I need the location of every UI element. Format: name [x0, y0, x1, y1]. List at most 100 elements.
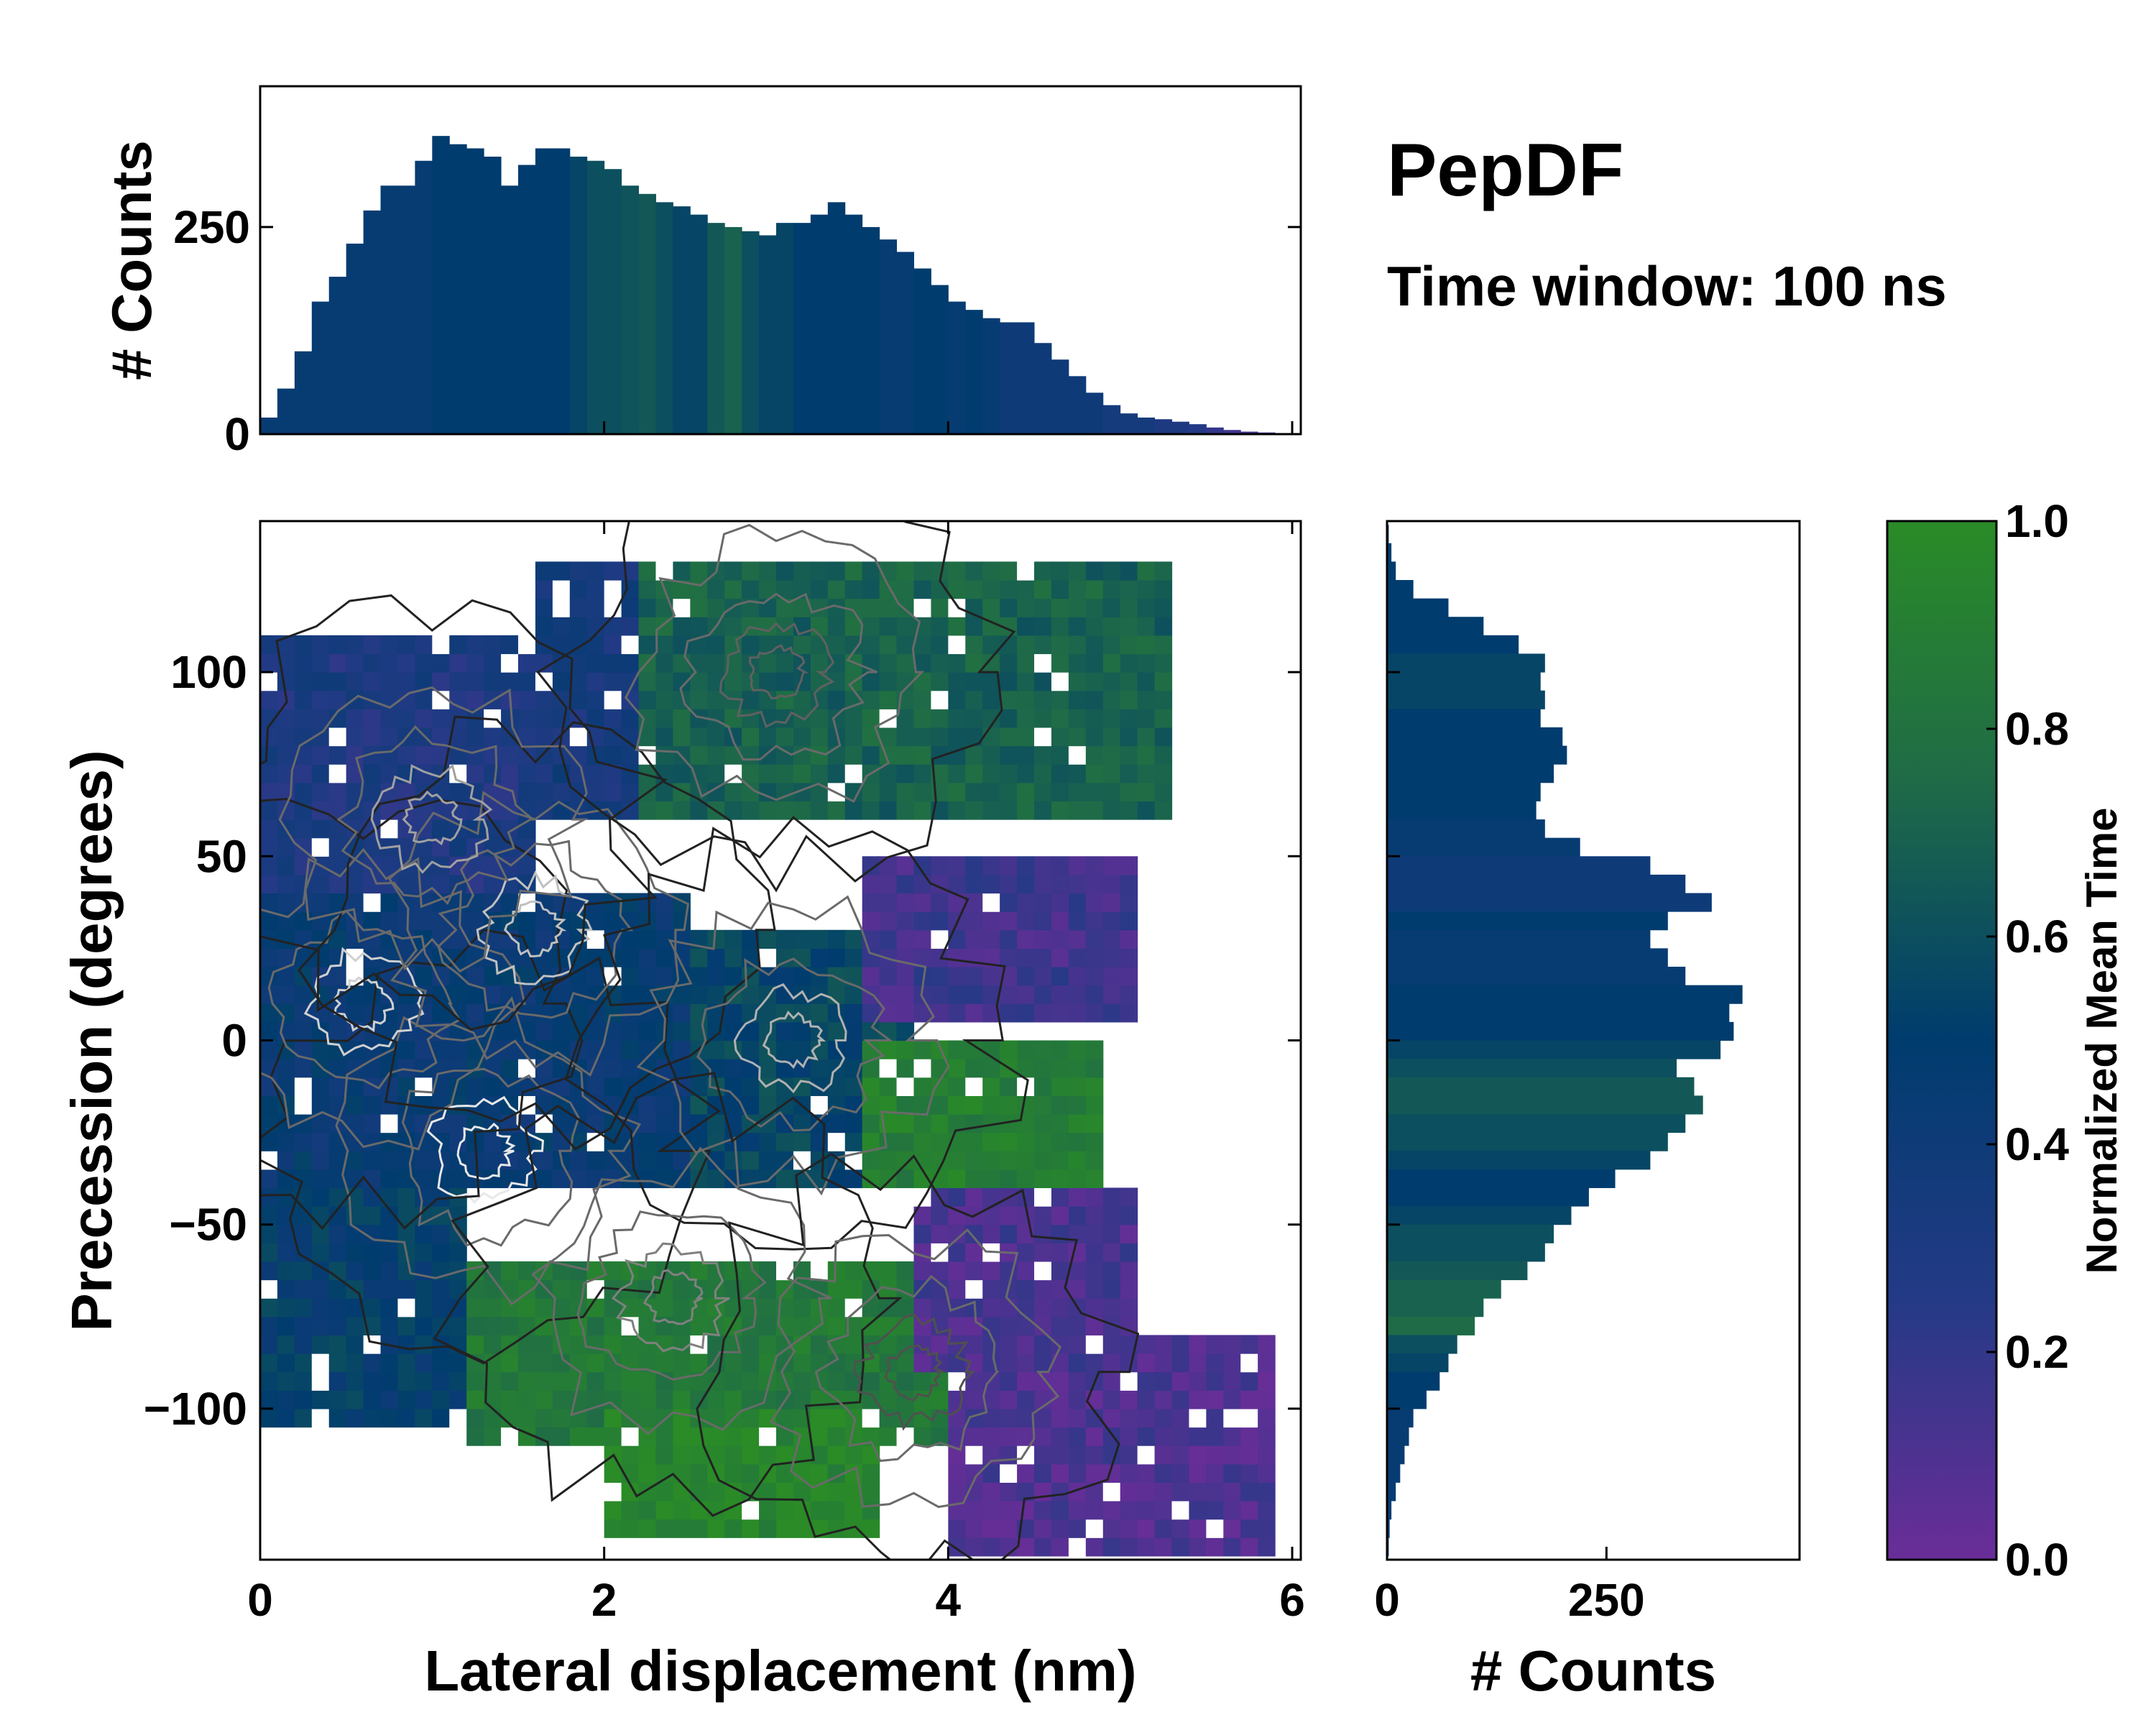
heatmap-cell — [1051, 1077, 1069, 1096]
heatmap-cell — [1102, 967, 1121, 986]
heatmap-cell — [621, 948, 640, 967]
heatmap-cell — [363, 1132, 382, 1151]
heatmap-cell — [415, 653, 433, 673]
heatmap-cell — [776, 1445, 794, 1465]
heatmap-cell — [673, 985, 691, 1004]
heatmap-cell — [1051, 1371, 1069, 1391]
heatmap-cell — [1000, 1077, 1018, 1096]
heatmap-cell — [1154, 1482, 1173, 1501]
heatmap-cell — [277, 727, 295, 747]
heatmap-cell — [380, 1390, 399, 1409]
heatmap-cell — [913, 801, 932, 820]
heatmap-cell — [1258, 1501, 1276, 1520]
heatmap-cell — [346, 635, 364, 655]
heatmap-cell — [1085, 1298, 1104, 1317]
heatmap-cell — [1000, 709, 1018, 728]
heatmap-cell — [311, 1371, 330, 1391]
right-histogram-bar — [1387, 635, 1519, 654]
heatmap-cell — [415, 1353, 433, 1373]
heatmap-cell — [294, 690, 313, 709]
top-histogram-bar — [1223, 430, 1241, 434]
heatmap-cell — [913, 1132, 932, 1151]
heatmap-cell — [1034, 672, 1052, 691]
heatmap-cell — [1206, 1501, 1224, 1520]
right-histogram-bar — [1387, 1132, 1668, 1151]
heatmap-cell — [363, 1353, 382, 1373]
heatmap-cell — [965, 1003, 983, 1023]
heatmap-cell — [965, 672, 983, 691]
heatmap-cell — [724, 1445, 742, 1465]
heatmap-cell — [586, 579, 605, 599]
heatmap-cell — [604, 1482, 622, 1501]
right-histogram-bar — [1387, 543, 1392, 562]
right-histogram-xtick-label: 250 — [1568, 1574, 1645, 1626]
heatmap-cell — [931, 967, 949, 986]
heatmap-cell — [1120, 709, 1138, 728]
heatmap-cell — [466, 1427, 484, 1446]
heatmap-cell — [432, 1243, 450, 1262]
heatmap-cell — [673, 1003, 691, 1023]
heatmap-cell — [793, 1519, 811, 1538]
heatmap-cell — [466, 1261, 484, 1281]
heatmap-cell — [346, 745, 364, 765]
heatmap-cell — [311, 819, 330, 839]
heatmap-cell — [466, 653, 484, 673]
heatmap-cell — [1171, 1353, 1190, 1373]
top-histogram-bar — [1102, 405, 1121, 434]
heatmap-cell — [810, 1335, 829, 1354]
heatmap-cell — [1137, 1427, 1156, 1446]
heatmap-cell — [1206, 1537, 1224, 1557]
heatmap-cell — [913, 1113, 932, 1133]
heatmap-cell — [466, 1298, 484, 1317]
heatmap-cell — [827, 1077, 846, 1096]
heatmap-cell — [518, 1353, 536, 1373]
heatmap-cell — [277, 1261, 295, 1281]
heatmap-cell — [569, 727, 588, 747]
heatmap-cell — [328, 1187, 347, 1207]
heatmap-cell — [569, 1169, 588, 1189]
heatmap-cell — [1000, 893, 1018, 912]
heatmap-cell — [1017, 948, 1035, 967]
heatmap-cell — [1102, 911, 1121, 931]
heatmap-cell — [346, 1095, 364, 1115]
heatmap-cell — [948, 1261, 966, 1281]
heatmap-cell — [1085, 967, 1104, 986]
heatmap-cell — [1120, 690, 1138, 709]
heatmap-cell — [707, 948, 725, 967]
heatmap-cell — [621, 1021, 640, 1041]
heatmap-cell — [1137, 690, 1156, 709]
heatmap-cell — [1102, 1298, 1121, 1317]
heatmap-cell — [1000, 690, 1018, 709]
heatmap-cell — [982, 911, 1000, 931]
heatmap-cell — [1120, 911, 1138, 931]
heatmap-cell — [346, 1040, 364, 1059]
heatmap-cell — [776, 561, 794, 581]
heatmap-cell — [1154, 764, 1173, 783]
heatmap-cell — [415, 874, 433, 894]
heatmap-cell — [965, 782, 983, 802]
heatmap-cell — [1154, 1390, 1173, 1409]
heatmap-cell — [931, 893, 949, 912]
density-contour — [336, 724, 536, 906]
heatmap-cell — [1120, 1206, 1138, 1225]
heatmap-cell — [1137, 617, 1156, 636]
heatmap-cell — [294, 985, 313, 1004]
heatmap-cell — [965, 1095, 983, 1115]
heatmap-cell — [1085, 1132, 1104, 1151]
heatmap-cell — [1085, 1151, 1104, 1170]
heatmap-cell — [1240, 1537, 1258, 1557]
heatmap-cell — [586, 690, 605, 709]
heatmap-cell — [380, 1169, 399, 1189]
heatmap-cell — [913, 690, 932, 709]
heatmap-cell — [260, 690, 278, 709]
heatmap-cell — [810, 948, 829, 967]
heatmap-cell — [913, 764, 932, 783]
heatmap-cell — [294, 1353, 313, 1373]
heatmap-cell — [604, 1040, 622, 1059]
heatmap-cell — [328, 1224, 347, 1243]
heatmap-cell — [449, 782, 467, 802]
heatmap-cell — [1223, 1335, 1241, 1354]
heatmap-cell — [1051, 1427, 1069, 1446]
heatmap-cell — [1206, 1445, 1224, 1465]
heatmap-cell — [1258, 1390, 1276, 1409]
